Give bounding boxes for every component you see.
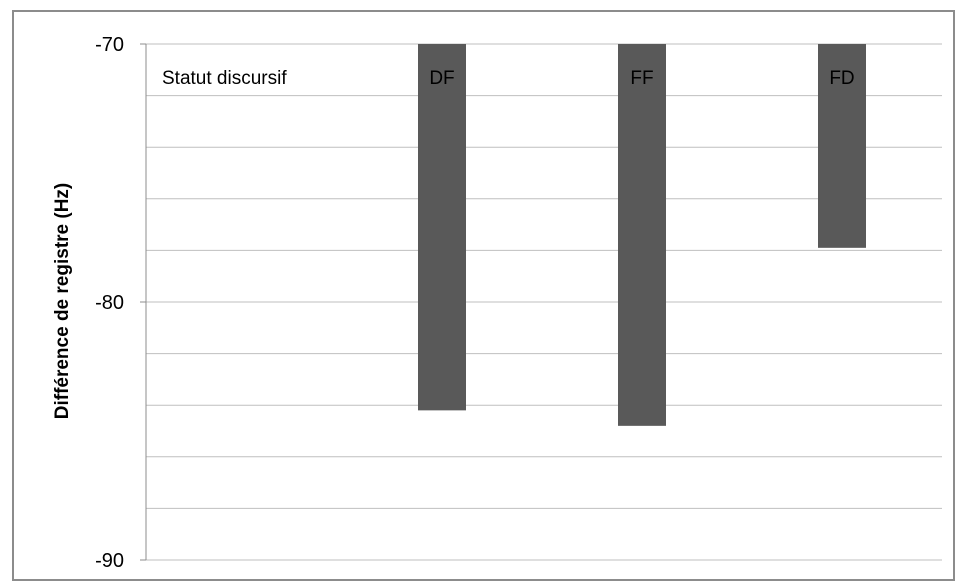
y-axis-ticks: -70 -80 -90 <box>95 34 146 572</box>
bar-df <box>418 44 466 411</box>
bar-fd <box>818 44 866 248</box>
y-tick-label: -70 <box>95 34 124 56</box>
bars <box>418 44 866 426</box>
y-axis-title: Différence de registre (Hz) <box>52 183 73 420</box>
y-tick-label: -80 <box>95 292 124 314</box>
bar-ff <box>618 44 666 426</box>
category-label-df: DF <box>429 68 454 89</box>
gridlines <box>145 43 942 561</box>
category-label-fd: FD <box>829 68 854 89</box>
y-tick-label: -90 <box>95 550 124 572</box>
category-label-ff: FF <box>630 68 653 89</box>
category-labels: DF FF FD <box>429 68 854 89</box>
chart-frame <box>12 10 955 581</box>
annotation-text: Statut discursif <box>162 68 287 89</box>
